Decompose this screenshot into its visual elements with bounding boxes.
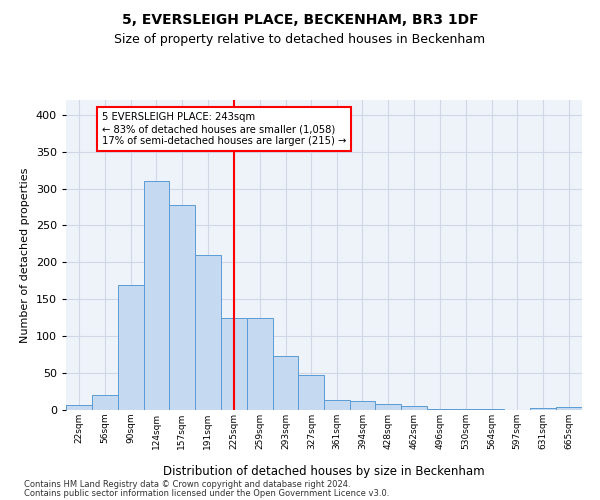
Bar (530, 408, 556, 410)
Bar (92, 395, 118, 410)
Bar (376, 404, 401, 410)
Text: Distribution of detached houses by size in Beckenham: Distribution of detached houses by size … (163, 464, 485, 477)
Bar (325, 400, 350, 410)
Bar (401, 406, 427, 410)
Y-axis label: Number of detached properties: Number of detached properties (20, 168, 30, 342)
Bar (298, 374, 325, 410)
Bar (556, 407, 582, 410)
Bar (169, 205, 195, 410)
Bar (195, 255, 221, 410)
Bar (350, 401, 376, 410)
Bar (453, 408, 479, 410)
Bar (144, 181, 169, 410)
Bar (272, 356, 298, 410)
Text: Contains HM Land Registry data © Crown copyright and database right 2024.: Contains HM Land Registry data © Crown c… (24, 480, 350, 489)
Bar (118, 284, 144, 410)
Text: 5, EVERSLEIGH PLACE, BECKENHAM, BR3 1DF: 5, EVERSLEIGH PLACE, BECKENHAM, BR3 1DF (122, 12, 478, 26)
Bar (427, 408, 453, 410)
Bar (66, 405, 92, 410)
Text: Size of property relative to detached houses in Beckenham: Size of property relative to detached ho… (115, 32, 485, 46)
Bar (221, 318, 247, 410)
Text: Contains public sector information licensed under the Open Government Licence v3: Contains public sector information licen… (24, 488, 389, 498)
Bar (247, 318, 272, 410)
Text: 5 EVERSLEIGH PLACE: 243sqm
← 83% of detached houses are smaller (1,058)
17% of s: 5 EVERSLEIGH PLACE: 243sqm ← 83% of deta… (102, 112, 346, 146)
